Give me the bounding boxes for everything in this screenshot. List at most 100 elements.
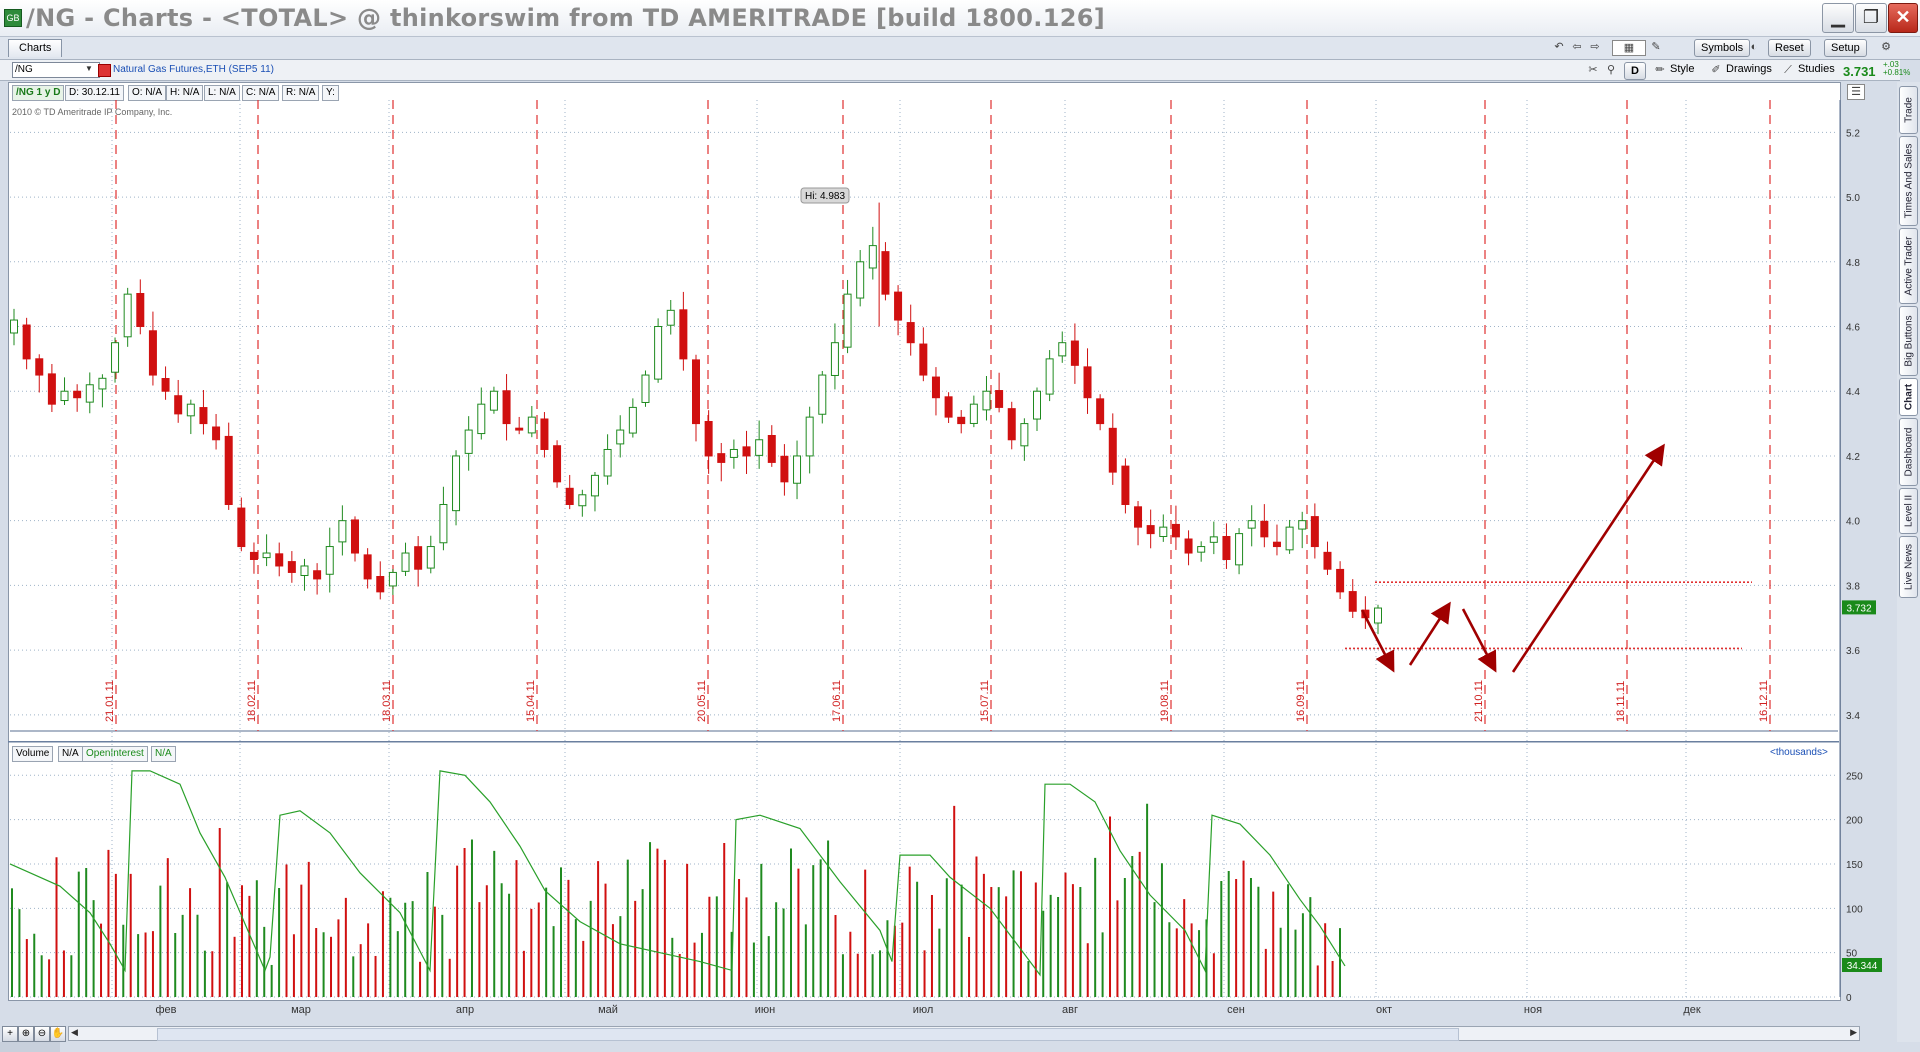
candle-body (1235, 533, 1244, 566)
side-tab-active-trader[interactable]: Active Trader (1899, 228, 1918, 304)
maximize-button[interactable]: ❐ (1855, 3, 1887, 33)
back-icon[interactable]: ⇦ (1572, 41, 1582, 53)
candle-body (414, 546, 423, 570)
tab-bar: Charts ↶ ⇦ ⇨ ▦ ✎ Symbols ◐ Reset Setup ⚙ (0, 37, 1920, 60)
chart-settings-icon[interactable]: ☰ (1847, 84, 1865, 100)
candle-body (477, 403, 486, 435)
toggle-icon[interactable]: ◐ (1750, 41, 1758, 53)
candle-body (1146, 525, 1155, 535)
aggregation-button[interactable]: D (1624, 62, 1646, 80)
side-tab-dashboard[interactable]: Dashboard (1899, 418, 1918, 486)
price-tick-label: 3.8 (1846, 581, 1860, 592)
scroll-thumb[interactable] (157, 1028, 1459, 1041)
side-tab-big-buttons[interactable]: Big Buttons (1899, 306, 1918, 376)
price-tick-label: 4.8 (1846, 258, 1860, 269)
price-change-abs: +.03 (1883, 60, 1899, 69)
candle-body (186, 403, 195, 417)
candle-body (553, 445, 562, 483)
status-corner (0, 1042, 60, 1052)
side-tab-label: Level II (1903, 494, 1914, 528)
candle-body (717, 453, 726, 463)
drawing-tool-icon[interactable]: ✂ (1588, 64, 1598, 76)
style-button[interactable]: Style (1670, 63, 1695, 75)
candle-body (1134, 506, 1143, 528)
style-icon[interactable]: ✏ (1655, 64, 1665, 76)
candle-body (1033, 390, 1041, 420)
month-label: окт (1376, 1004, 1392, 1016)
zoom-out-icon[interactable]: ⊖ (34, 1026, 50, 1042)
zoom-in-icon[interactable]: + (2, 1026, 18, 1042)
side-tab-live-news[interactable]: Live News (1899, 536, 1918, 598)
side-tab-trade[interactable]: Trade (1899, 86, 1918, 134)
side-tab-label: Times And Sales (1903, 143, 1914, 219)
volume-tick-label: 50 (1846, 949, 1858, 960)
candle-body (616, 429, 625, 445)
tab-charts[interactable]: Charts (8, 39, 63, 57)
side-tab-label: Live News (1903, 543, 1914, 591)
candle-body (502, 390, 511, 425)
side-tab-level-ii[interactable]: Level II (1899, 488, 1918, 534)
candle-body (1260, 520, 1269, 538)
volume-tick-label: 150 (1846, 860, 1863, 871)
symbols-button[interactable]: Symbols (1694, 39, 1751, 57)
date-marker-label: 15.04.11 (525, 680, 537, 722)
high-bubble: Hi: 4.983 (800, 187, 850, 204)
candle-body (287, 561, 296, 573)
close-button[interactable]: ✕ (1888, 3, 1918, 33)
studies-button[interactable]: Studies (1798, 63, 1835, 75)
pencil-icon[interactable]: ✎ (1651, 41, 1661, 53)
candle-body (439, 503, 448, 544)
setup-button[interactable]: Setup (1824, 39, 1867, 57)
drawings-button[interactable]: Drawings (1726, 63, 1772, 75)
open-interest-value: N/A (151, 746, 176, 762)
candle-body (906, 322, 915, 344)
hand-tool-icon[interactable]: ✋ (50, 1026, 66, 1042)
gear-icon[interactable]: ⚙ (1881, 41, 1891, 53)
chart-panel[interactable] (8, 82, 1841, 1001)
last-price-tag-box (1842, 600, 1876, 615)
candle-body (982, 390, 991, 411)
undo-icon[interactable]: ↶ (1554, 41, 1564, 53)
title-bar: GB /NG - Charts - <TOTAL> @ thinkorswim … (0, 0, 1920, 37)
scroll-right-icon[interactable]: ▶ (1850, 1027, 1857, 1037)
volume-tick-label: 100 (1846, 904, 1863, 915)
studies-icon[interactable]: ⟋ (1784, 64, 1792, 76)
candle-body (868, 245, 877, 269)
scroll-left-icon[interactable]: ◀ (71, 1027, 78, 1037)
zoom-fit-icon[interactable]: ⊕ (18, 1026, 34, 1042)
date-marker-label: 18.03.11 (381, 680, 393, 722)
candle-body (388, 571, 397, 587)
forward-icon[interactable]: ⇨ (1590, 41, 1600, 53)
candle-body (1058, 342, 1067, 357)
candle-body (1171, 523, 1180, 538)
candle-body (85, 384, 94, 403)
side-tab-chart[interactable]: Chart (1899, 378, 1918, 416)
symbol-description: Natural Gas Futures,ETH (SEP5 11) (113, 64, 274, 75)
candle-body (489, 390, 498, 411)
open-interest-path (9, 770, 1346, 977)
link-icon[interactable]: ⚲ (1606, 64, 1616, 76)
price-tick-label: 5.0 (1846, 193, 1860, 204)
reset-button[interactable]: Reset (1768, 39, 1811, 57)
projection-arrow (1408, 601, 1451, 666)
info-range: R: N/A (282, 85, 320, 101)
price-tick-label: 3.6 (1846, 646, 1860, 657)
chevron-down-icon[interactable]: ▼ (85, 64, 93, 73)
time-scrollbar[interactable]: ◀ ▶ (68, 1026, 1860, 1041)
price-change-pct: +0.81% (1883, 68, 1911, 77)
price-tick-label: 4.4 (1846, 387, 1860, 398)
candle-body (957, 416, 966, 425)
minimize-button[interactable]: ▁ (1822, 3, 1854, 33)
grid-layout-icon[interactable]: ▦ (1612, 40, 1646, 56)
info-date: D: 30.12.11 (65, 85, 124, 101)
candle-body (1045, 358, 1054, 395)
candle-body (818, 374, 827, 415)
side-tab-times-and-sales[interactable]: Times And Sales (1899, 136, 1918, 226)
date-marker-label: 16.09.11 (1295, 680, 1307, 722)
candle-body (22, 324, 31, 360)
month-label: мар (291, 1004, 311, 1016)
date-marker-label: 19.08.11 (1159, 680, 1171, 722)
volume-tick-label: 200 (1846, 816, 1863, 827)
drawings-icon[interactable]: ✐ (1711, 64, 1721, 76)
